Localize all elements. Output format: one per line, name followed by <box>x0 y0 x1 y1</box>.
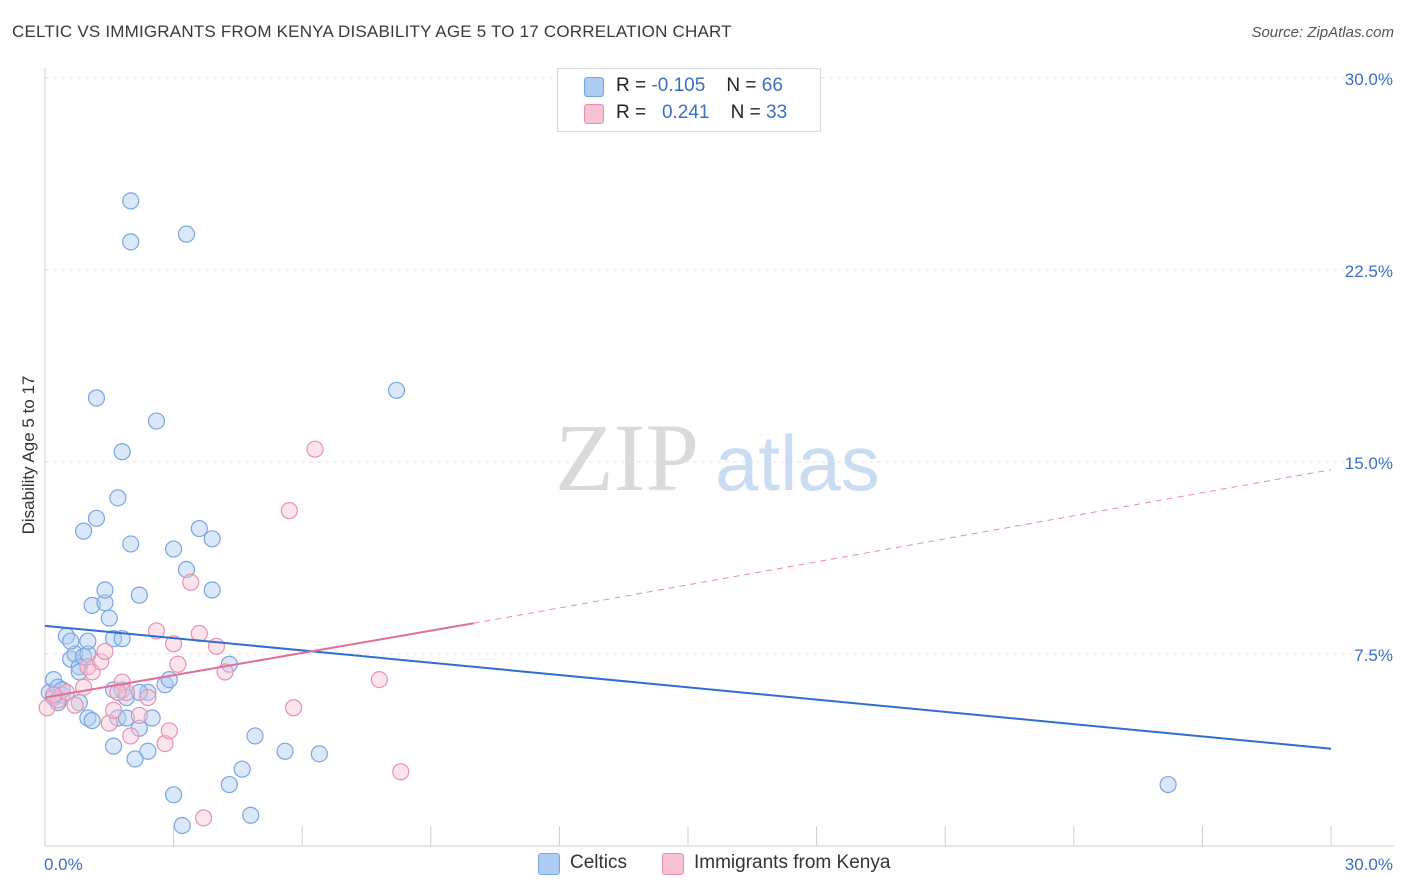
point-celtics <box>203 530 221 548</box>
point-kenya <box>130 706 148 725</box>
point-celtics <box>109 489 127 507</box>
legend-swatch-celtics <box>584 77 604 97</box>
point-kenya <box>139 688 157 707</box>
point-celtics <box>83 711 101 730</box>
source-label: Source: ZipAtlas.com <box>1251 24 1394 41</box>
trend-line-kenya-extension <box>473 469 1332 624</box>
point-celtics <box>173 816 191 835</box>
point-celtics <box>310 745 328 763</box>
point-celtics <box>122 233 140 251</box>
y-tick-label: 30.0% <box>1345 70 1393 89</box>
point-celtics <box>126 750 144 768</box>
watermark-atlas: atlas <box>715 419 880 507</box>
r-label: R = <box>616 102 647 123</box>
data-points <box>38 192 1177 835</box>
point-celtics <box>177 560 196 579</box>
chart-title: CELTIC VS IMMIGRANTS FROM KENYA DISABILI… <box>12 22 732 41</box>
r-label: R = <box>616 75 647 96</box>
point-kenya <box>195 809 213 827</box>
point-celtics <box>130 586 148 604</box>
watermark: ZIP atlas <box>555 404 880 511</box>
point-celtics <box>62 632 80 650</box>
point-celtics <box>104 737 123 755</box>
point-kenya <box>147 622 166 640</box>
point-celtics <box>83 596 101 614</box>
n-value: 66 <box>761 75 783 96</box>
legend-swatch-kenya <box>662 853 684 875</box>
n-value: 33 <box>766 102 788 123</box>
point-celtics <box>79 632 97 650</box>
legend-swatch-celtics <box>538 853 560 875</box>
point-celtics <box>233 760 251 778</box>
point-celtics <box>143 709 161 727</box>
x-tick-label: 30.0% <box>1345 855 1393 874</box>
point-celtics <box>113 443 131 461</box>
point-celtics <box>122 535 140 553</box>
y-tick-label: 22.5% <box>1345 262 1393 281</box>
point-celtics <box>130 683 148 702</box>
trend-line-celtics <box>44 624 1332 750</box>
point-celtics <box>74 522 93 540</box>
point-kenya <box>122 727 140 745</box>
point-celtics <box>203 581 221 599</box>
point-celtics <box>1159 775 1177 794</box>
point-kenya <box>66 696 84 714</box>
point-kenya <box>182 573 200 591</box>
point-kenya <box>92 653 110 671</box>
point-kenya <box>306 440 324 458</box>
trend-line-kenya <box>44 622 474 699</box>
r-value: -0.105 <box>651 75 706 96</box>
y-axis-title: Disability Age 5 to 17 <box>19 376 38 535</box>
point-kenya <box>96 642 114 661</box>
trend-lines <box>44 469 1332 750</box>
point-kenya <box>285 699 303 717</box>
point-celtics <box>117 709 136 727</box>
point-kenya <box>104 701 123 719</box>
point-kenya <box>165 635 183 653</box>
point-celtics <box>165 786 183 804</box>
point-celtics <box>122 192 140 210</box>
grid-lines <box>45 77 1391 655</box>
axes <box>44 68 1394 847</box>
correlation-legend: R = -0.105 N = 66 R = 0.241 N = 33 <box>557 68 821 132</box>
point-celtics <box>87 389 106 407</box>
point-celtics <box>100 609 118 627</box>
point-celtics <box>160 670 178 689</box>
legend-label-celtics: Celtics <box>570 852 628 873</box>
point-celtics <box>190 519 208 538</box>
y-tick-label: 7.5% <box>1354 646 1393 665</box>
point-kenya <box>100 714 118 732</box>
point-celtics <box>96 581 114 599</box>
point-kenya <box>370 670 388 689</box>
n-label: N = <box>730 102 761 123</box>
tick-labels: 7.5% 15.0% 22.5% 30.0% 0.0% 30.0% <box>44 70 1393 874</box>
point-celtics <box>139 742 157 760</box>
point-celtics <box>276 742 294 760</box>
n-label: N = <box>726 75 757 96</box>
point-celtics <box>242 806 260 824</box>
point-kenya <box>392 763 410 781</box>
r-value: 0.241 <box>661 102 710 123</box>
point-celtics <box>147 412 166 430</box>
legend-swatch-kenya <box>584 104 604 124</box>
point-celtics <box>165 540 183 558</box>
point-kenya <box>74 678 93 696</box>
point-kenya <box>156 734 174 753</box>
point-kenya <box>169 655 187 673</box>
y-tick-label: 15.0% <box>1345 454 1393 473</box>
point-celtics <box>246 727 264 745</box>
point-celtics <box>220 775 238 794</box>
x-tick-label: 0.0% <box>44 855 83 874</box>
point-celtics <box>79 645 97 663</box>
watermark-zip: ZIP <box>555 404 699 511</box>
point-celtics <box>387 381 406 399</box>
point-kenya <box>160 722 178 740</box>
point-celtics <box>177 225 196 243</box>
point-celtics <box>87 509 106 527</box>
point-celtics <box>113 630 131 648</box>
legend-label-kenya: Immigrants from Kenya <box>694 852 891 873</box>
point-kenya <box>280 502 298 520</box>
